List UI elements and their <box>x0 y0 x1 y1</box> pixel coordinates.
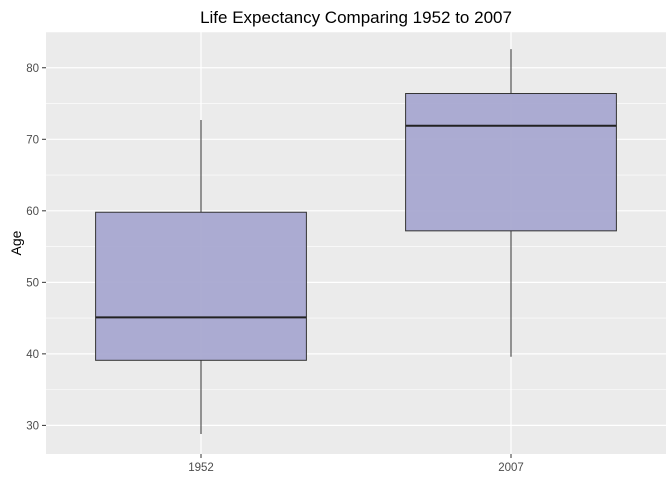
interquartile-box <box>405 93 617 232</box>
y-axis-title: Age <box>8 230 24 255</box>
y-tick-label: 30 <box>26 420 39 432</box>
y-tick-label: 70 <box>26 134 39 146</box>
box-layer <box>95 49 617 434</box>
interquartile-box <box>95 211 307 361</box>
box-1952 <box>95 119 307 434</box>
y-tick-label: 80 <box>26 63 39 75</box>
x-tick-label: 2007 <box>498 462 524 474</box>
y-tick-label: 60 <box>26 206 39 218</box>
chart-title: Life Expectancy Comparing 1952 to 2007 <box>200 8 512 27</box>
y-axis-ticks: 30 40 50 60 70 80 <box>26 63 46 432</box>
y-tick-label: 50 <box>26 277 39 289</box>
y-tick-label: 40 <box>26 349 39 361</box>
box-2007 <box>405 49 617 357</box>
x-tick-label: 1952 <box>188 462 214 474</box>
x-axis-ticks: 1952 2007 <box>188 454 524 474</box>
